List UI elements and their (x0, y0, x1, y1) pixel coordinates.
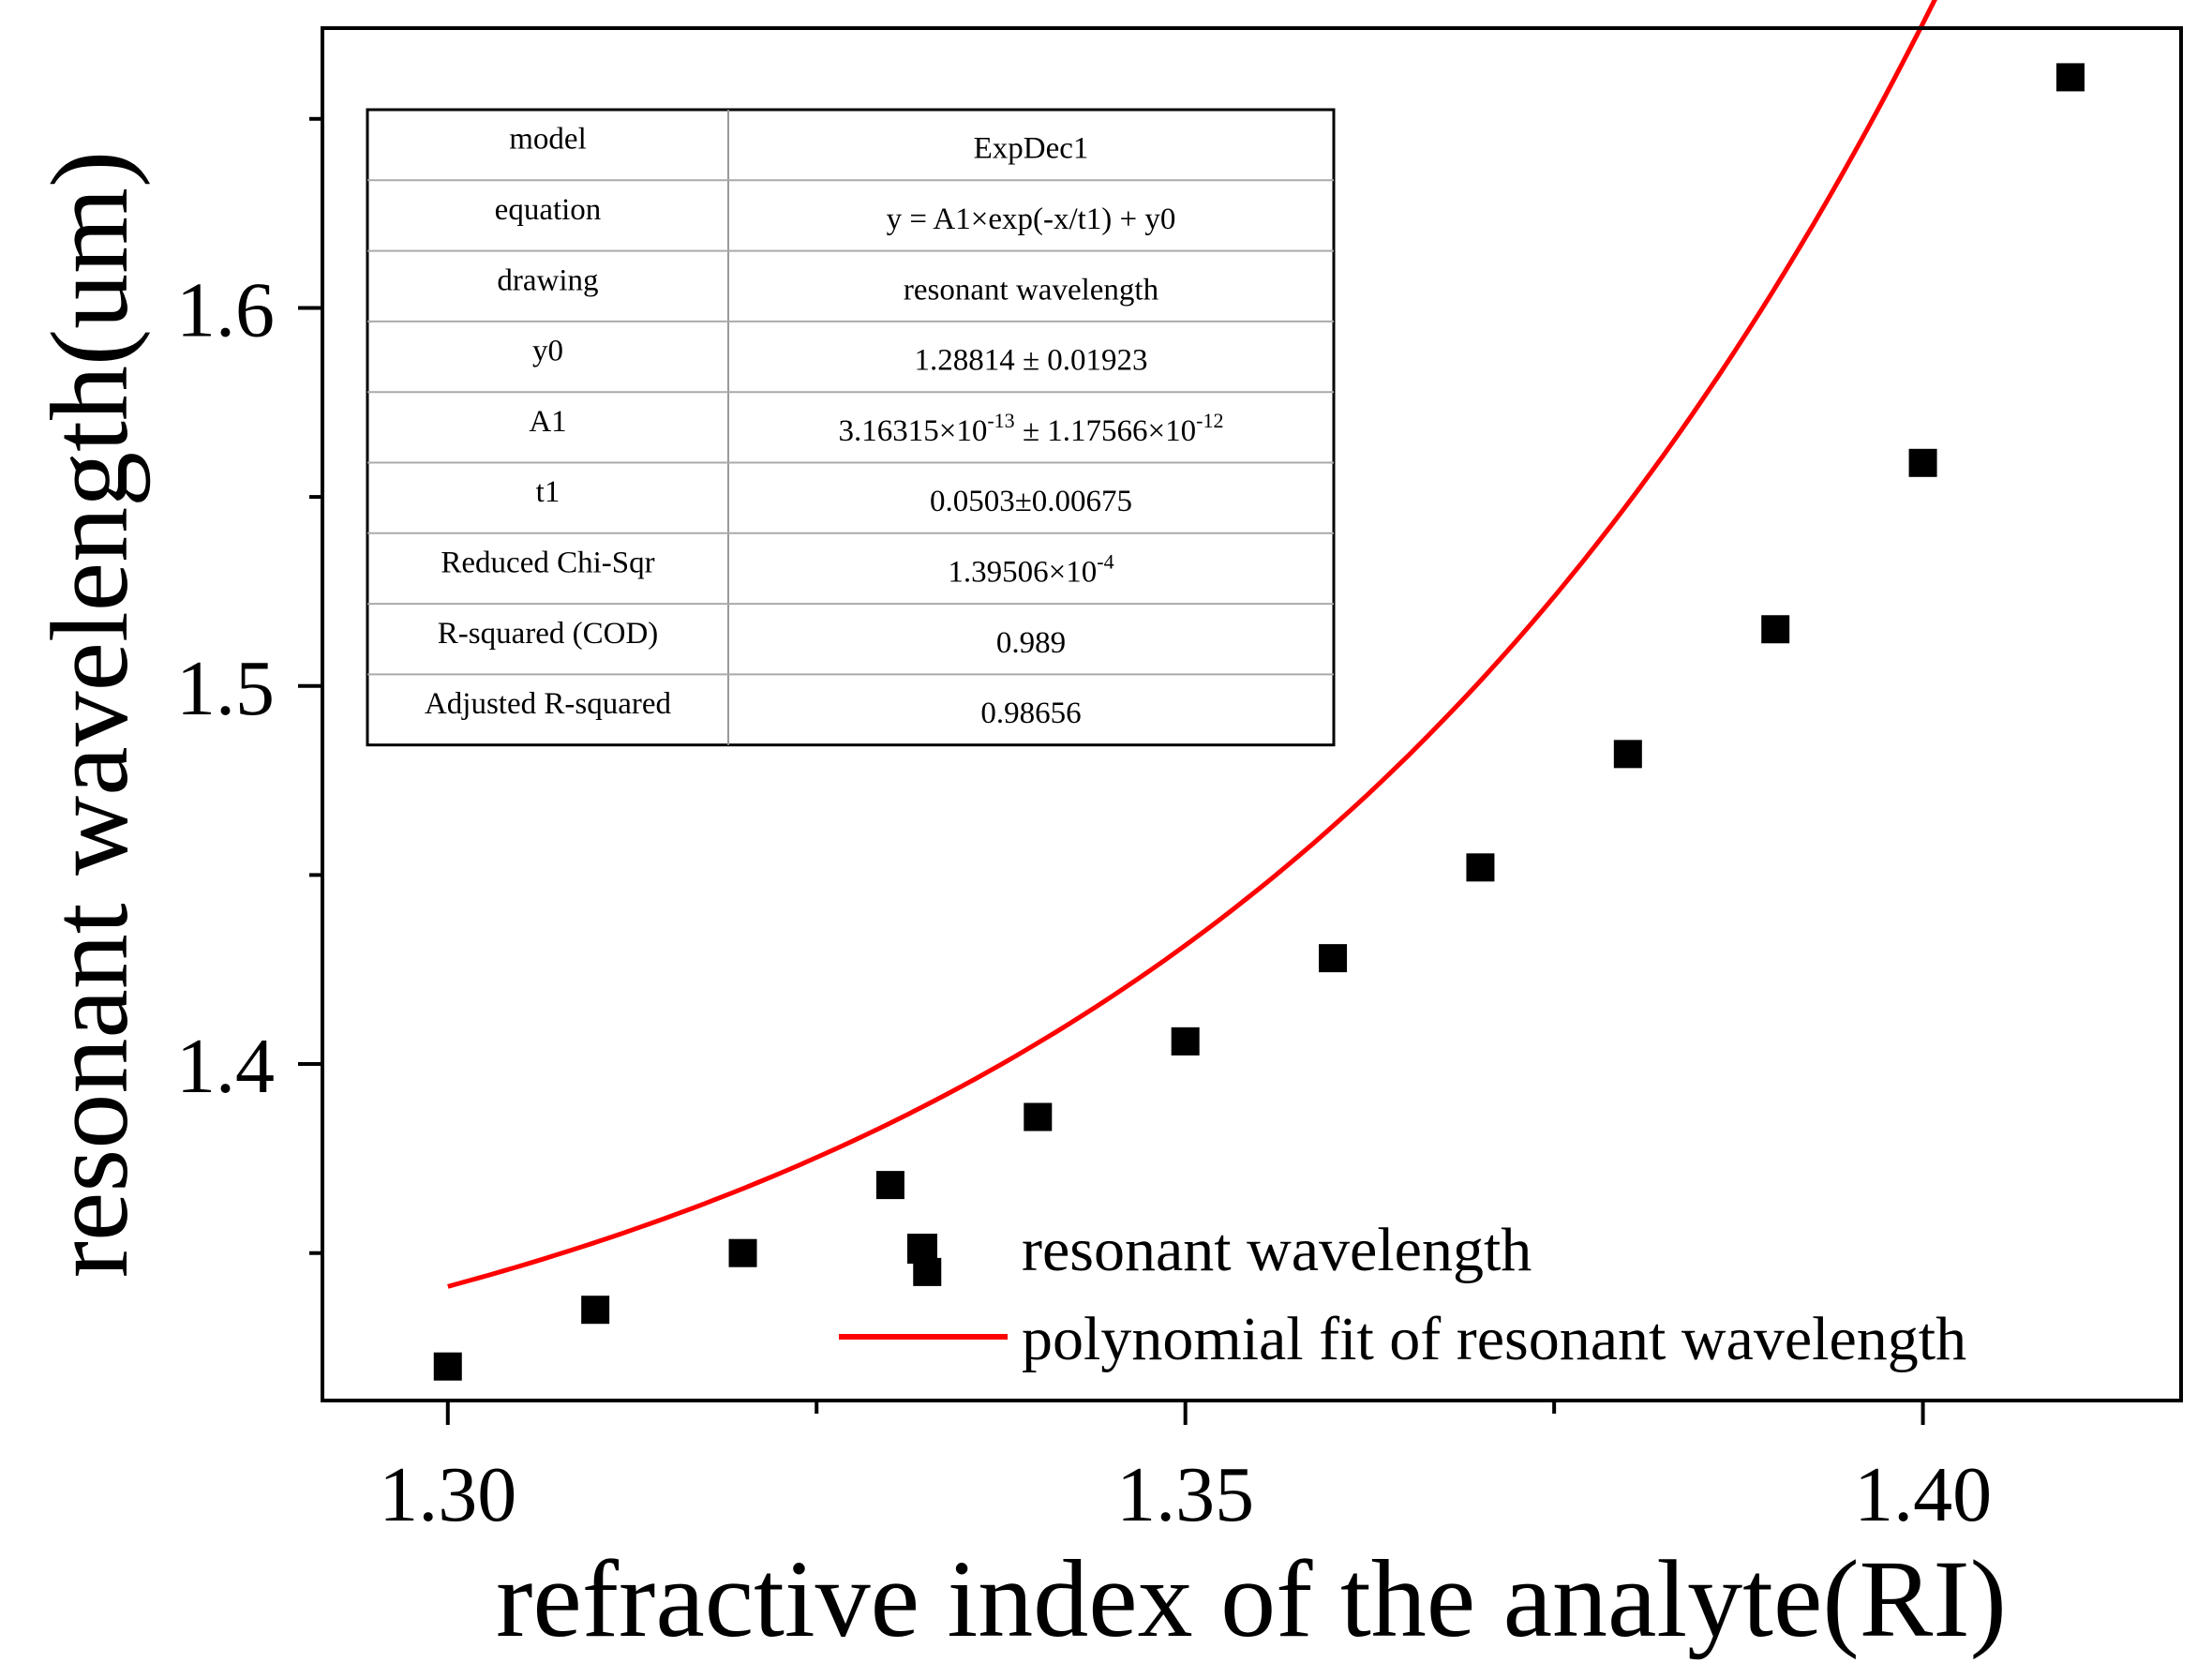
table-cell-label: A1 (529, 405, 566, 439)
table-cell-value: 0.0503±0.00675 (930, 485, 1132, 518)
fit-curve-layer (447, 0, 1937, 1289)
table-cell-value: 1.39506×10-4 (948, 549, 1113, 589)
y-tick-label: 1.4 (176, 1023, 275, 1110)
exponent: -4 (1097, 549, 1113, 573)
table-frame (366, 108, 1336, 747)
table-cell-value: y = A1×exp(-x/t1) + y0 (887, 202, 1176, 236)
legend-label-scatter: resonant wavelength (1022, 1216, 1532, 1284)
legend-label-fit: polynomial fit of resonant wavelength (1022, 1305, 1966, 1373)
table-cell-label: model (509, 123, 586, 157)
data-point (2055, 63, 2085, 92)
table-cell-value: resonant wavelength (904, 273, 1159, 307)
data-point (1908, 448, 1937, 477)
data-point (433, 1352, 462, 1381)
table-cell-label: t1 (536, 475, 560, 509)
table-cell-label: y0 (532, 335, 563, 368)
table-cell-label: Adjusted R-squared (425, 687, 672, 721)
tick-labels: 1.30 1.35 1.40 1.4 1.5 1.6 (176, 266, 1992, 1538)
x-tick-label: 1.40 (1854, 1451, 1992, 1538)
legend: resonant wavelength polynomial fit of res… (839, 1216, 1966, 1373)
y-tick-label: 1.5 (176, 645, 275, 732)
table-cell-label: equation (495, 193, 602, 227)
data-point (1171, 1026, 1200, 1056)
data-point (875, 1171, 904, 1200)
table-cell-label: Reduced Chi-Sqr (441, 546, 654, 579)
table-cell-value: 3.16315×10-13 ± 1.17566×10-12 (838, 409, 1223, 448)
data-point (1761, 615, 1790, 644)
table-cell-value: 1.28814 ± 0.01923 (914, 344, 1147, 378)
fit-parameters-table: model ExpDec1 equation y = A1×exp(-x/t1) + … (366, 108, 1336, 747)
x-axis-label: refractive index of the analyte(RI) (496, 1537, 2007, 1660)
legend-marker-square (907, 1234, 937, 1264)
data-point (1466, 853, 1495, 882)
data-point (1613, 740, 1642, 769)
table-cell-value: ExpDec1 (974, 132, 1089, 166)
plot-frame (321, 26, 2183, 1402)
value-part: 3.16315×10 (838, 414, 987, 448)
y-axis-label: resonant wavelength(um) (28, 151, 151, 1279)
table-cell-label: R-squared (COD) (438, 617, 659, 651)
data-point (1319, 944, 1348, 973)
fit-curve (447, 0, 1937, 1289)
value-part: 1.39506×10 (948, 555, 1097, 589)
x-tick-label: 1.30 (379, 1451, 516, 1538)
data-point (728, 1238, 757, 1267)
exponent: -12 (1196, 409, 1223, 432)
table-cell-value: 0.989 (996, 626, 1066, 660)
value-part: ± 1.17566×10 (1015, 414, 1196, 448)
x-tick-label: 1.35 (1116, 1451, 1254, 1538)
data-point (581, 1296, 610, 1325)
scatter-points-layer (433, 63, 2085, 1381)
table-cell-label: drawing (497, 263, 598, 297)
axis-ticks (298, 116, 1925, 1425)
exponent: -13 (987, 409, 1014, 432)
data-point (1024, 1102, 1053, 1131)
table-cell-value: 0.98656 (980, 697, 1081, 730)
y-tick-label: 1.6 (176, 266, 275, 353)
